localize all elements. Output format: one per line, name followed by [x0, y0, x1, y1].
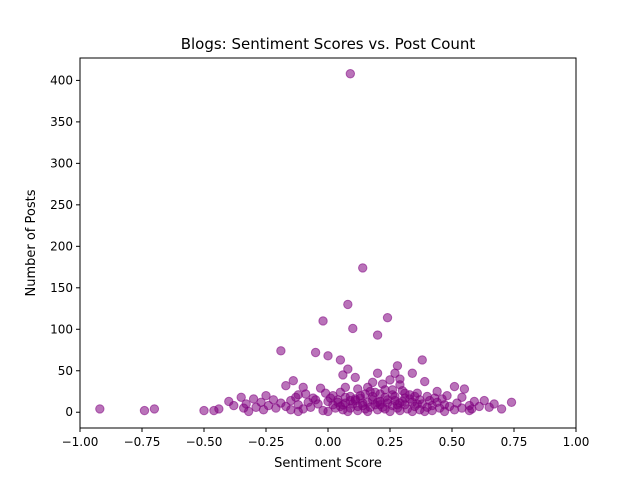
plot-frame — [79, 57, 577, 429]
data-points — [95, 69, 517, 417]
data-point — [276, 346, 286, 356]
data-point — [382, 312, 393, 323]
y-tick-label: 200 — [50, 239, 73, 253]
data-point — [271, 403, 281, 413]
y-axis-ticks: 0 50 100 150 200 250 300 350 400 — [50, 73, 80, 419]
data-point — [362, 406, 373, 417]
data-point — [323, 351, 333, 361]
y-tick-label: 400 — [50, 73, 73, 87]
data-point — [345, 69, 356, 79]
data-point — [417, 355, 427, 365]
data-point — [459, 384, 470, 394]
data-point — [372, 368, 383, 378]
data-point — [496, 404, 507, 414]
data-point — [343, 406, 353, 417]
data-point — [449, 381, 460, 392]
data-point — [382, 395, 393, 405]
data-point — [385, 375, 395, 385]
data-point — [420, 406, 430, 417]
chart-title: Blogs: Sentiment Scores vs. Post Count — [181, 35, 476, 53]
y-tick-label: 250 — [50, 198, 73, 212]
data-point — [353, 405, 363, 416]
data-point — [380, 385, 390, 395]
y-tick-label: 350 — [50, 115, 73, 129]
data-point — [464, 405, 475, 416]
y-axis-label: Number of Posts — [24, 189, 39, 296]
data-point — [325, 393, 336, 403]
data-point — [439, 406, 450, 417]
data-point — [345, 395, 356, 406]
data-point — [288, 376, 298, 386]
data-point — [323, 406, 333, 417]
y-tick-label: 0 — [65, 405, 73, 419]
y-tick-label: 300 — [50, 156, 73, 170]
data-point — [348, 323, 358, 334]
data-point — [236, 392, 246, 402]
x-tick-label: 0.00 — [315, 435, 342, 449]
data-point — [209, 405, 219, 416]
data-point — [506, 397, 517, 407]
data-point — [392, 400, 403, 410]
data-point — [310, 395, 321, 405]
data-point — [385, 406, 395, 417]
data-point — [139, 405, 150, 416]
data-point — [338, 400, 348, 410]
x-axis-ticks: −1.00 −0.75 −0.50 −0.25 0.00 0.25 0.50 0.75 1.00 — [62, 428, 590, 449]
data-point — [199, 405, 209, 416]
y-tick-label: 150 — [50, 281, 73, 295]
x-tick-label: −0.25 — [248, 435, 285, 449]
x-tick-label: −0.50 — [186, 435, 223, 449]
x-tick-label: 1.00 — [563, 435, 590, 449]
data-point — [281, 380, 291, 391]
y-tick-label: 50 — [58, 364, 73, 378]
data-point — [362, 382, 373, 393]
x-axis-label: Sentiment Score — [274, 456, 382, 471]
x-tick-label: 0.25 — [377, 435, 404, 449]
data-point — [291, 392, 301, 402]
data-point — [410, 391, 420, 402]
data-point — [484, 402, 494, 412]
data-point — [338, 370, 348, 380]
data-point — [310, 347, 321, 358]
data-point — [407, 406, 418, 417]
data-point — [258, 405, 269, 415]
data-point — [449, 405, 460, 415]
x-tick-label: −1.00 — [62, 435, 99, 449]
data-point — [229, 400, 239, 411]
data-point — [261, 390, 271, 401]
data-point — [318, 316, 328, 326]
data-point — [95, 404, 105, 414]
data-point — [429, 393, 440, 403]
x-tick-label: −0.75 — [124, 435, 161, 449]
data-point — [407, 368, 418, 378]
data-point — [350, 372, 360, 383]
y-tick-label: 100 — [50, 322, 73, 336]
x-tick-label: 0.50 — [439, 435, 466, 449]
data-point — [343, 299, 353, 310]
data-point — [300, 389, 311, 399]
x-tick-label: 0.75 — [501, 435, 528, 449]
data-point — [372, 330, 383, 340]
data-point — [372, 397, 383, 407]
data-point — [358, 398, 368, 408]
data-point — [420, 376, 430, 387]
data-point — [149, 404, 160, 414]
data-point — [243, 406, 254, 417]
data-point — [335, 355, 346, 365]
data-point — [293, 406, 303, 417]
data-point — [400, 388, 410, 398]
data-point — [358, 263, 368, 273]
